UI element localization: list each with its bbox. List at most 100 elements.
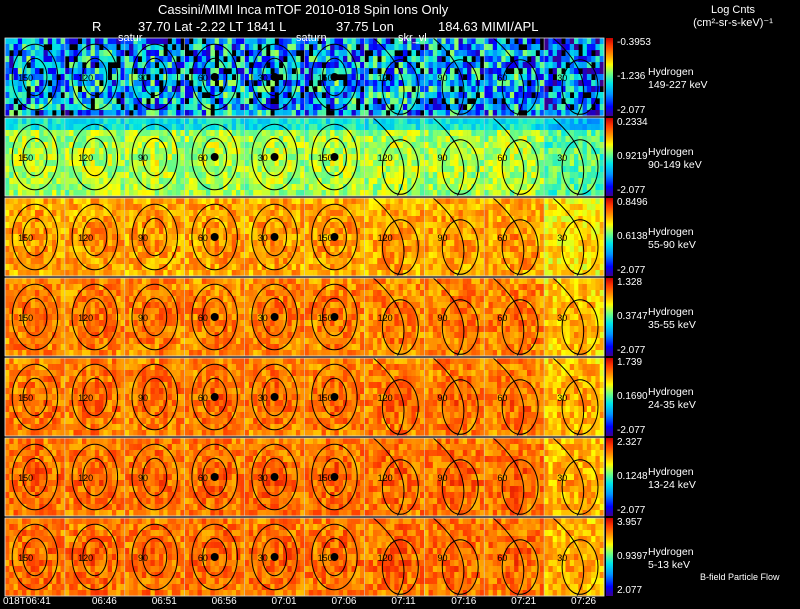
heat-cell: [103, 166, 108, 173]
heat-cell: [150, 216, 156, 223]
heat-cell: [360, 216, 365, 223]
heat-cell: [236, 270, 241, 277]
heat-cell: [372, 136, 378, 143]
heat-cell: [368, 74, 374, 81]
heat-cell: [94, 110, 100, 117]
heat-cell: [180, 234, 185, 241]
heat-cell: [124, 234, 130, 241]
heat-cell: [26, 222, 31, 229]
heat-cell: [244, 56, 250, 63]
heat-cell: [338, 246, 344, 253]
heat-cell: [544, 148, 549, 155]
heat-cell: [420, 142, 425, 149]
heat-cell: [287, 252, 292, 259]
heat-cell: [197, 222, 203, 229]
heat-cell: [556, 80, 562, 87]
heat-cell: [231, 222, 237, 229]
heat-cell: [390, 44, 395, 51]
heat-cell: [304, 62, 310, 69]
heat-cell: [133, 74, 138, 81]
heat-cell: [184, 234, 190, 241]
heat-cell: [270, 210, 275, 217]
heat-cell: [154, 178, 160, 185]
heat-cell: [111, 110, 117, 117]
heat-cell: [407, 68, 412, 75]
heat-cell: [22, 270, 27, 277]
heat-cell: [330, 216, 335, 223]
heat-cell: [390, 118, 395, 125]
contour-value-label: 120: [78, 153, 93, 163]
heat-cell: [278, 264, 284, 271]
heat-cell: [304, 258, 310, 265]
heat-cell: [167, 148, 173, 155]
heat-cell: [360, 258, 365, 265]
heat-cell: [141, 124, 147, 131]
heat-cell: [360, 68, 365, 75]
heat-cell: [325, 136, 331, 143]
heat-cell: [99, 252, 104, 259]
heat-cell: [13, 74, 19, 81]
heat-cell: [291, 86, 297, 93]
heat-cell: [544, 184, 549, 191]
heat-cell: [201, 216, 207, 223]
heat-cell: [437, 204, 442, 211]
heat-cell: [210, 118, 215, 125]
heat-cell: [188, 166, 194, 173]
heat-cell: [415, 68, 421, 75]
heat-cell: [556, 118, 562, 125]
heat-cell: [364, 68, 369, 75]
heat-cell: [107, 246, 113, 253]
heat-cell: [343, 210, 348, 217]
heat-cell: [385, 228, 391, 235]
heat-cell: [17, 216, 23, 223]
heat-cell: [52, 98, 57, 105]
heat-cell: [300, 252, 305, 259]
heat-cell: [90, 74, 96, 81]
heat-cell: [471, 246, 476, 253]
heat-cell: [437, 228, 442, 235]
contour-line: [251, 43, 298, 111]
heat-cell: [137, 216, 143, 223]
heat-cell: [47, 56, 53, 63]
heat-cell: [330, 240, 335, 247]
heat-cell: [497, 154, 502, 161]
heat-cell: [428, 234, 434, 241]
heat-cell: [338, 198, 344, 205]
heat-cell: [56, 62, 61, 69]
heat-cell: [64, 172, 70, 179]
heat-cell: [26, 56, 31, 63]
heat-cell: [60, 154, 66, 161]
heat-cell: [347, 38, 352, 45]
heat-cell: [321, 190, 327, 197]
heat-cell: [522, 74, 528, 81]
heat-cell: [338, 118, 344, 125]
heat-cell: [308, 252, 314, 259]
heat-cell: [103, 210, 108, 217]
heat-cell: [449, 142, 455, 149]
heat-cell: [441, 130, 446, 137]
heat-cell: [39, 172, 44, 179]
heat-cell: [103, 104, 108, 111]
contour-value-label: 120: [378, 153, 393, 163]
heat-cell: [283, 264, 288, 271]
heat-cell: [531, 56, 536, 63]
heat-cell: [526, 160, 532, 167]
heat-cell: [154, 198, 160, 205]
heat-cell: [501, 124, 506, 131]
heat-cell: [428, 62, 434, 69]
heat-cell: [201, 74, 207, 81]
heat-cell: [479, 160, 485, 167]
heat-cell: [77, 118, 83, 125]
heat-cell: [441, 38, 446, 45]
heat-cell: [355, 246, 361, 253]
heat-cell: [377, 62, 382, 69]
heat-cell: [39, 56, 44, 63]
heat-cell: [137, 270, 143, 277]
heat-cell: [526, 110, 532, 117]
heat-cell: [522, 130, 528, 137]
heat-cell: [355, 62, 361, 69]
heat-cell: [64, 68, 70, 75]
heat-cell: [171, 190, 177, 197]
heat-cell: [454, 130, 459, 137]
heat-cell: [120, 258, 126, 265]
